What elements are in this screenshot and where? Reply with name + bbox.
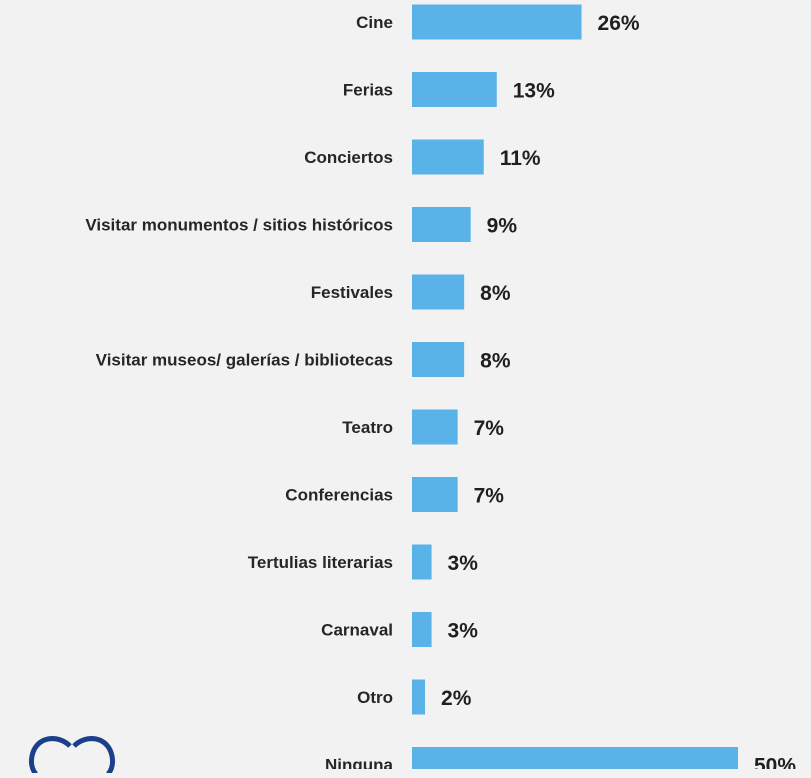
- value-label: 9%: [487, 215, 518, 238]
- category-label: Visitar museos/ galerías / bibliotecas: [96, 351, 393, 370]
- value-label: 26%: [598, 12, 640, 35]
- bar: [412, 139, 484, 175]
- bar: [412, 72, 497, 107]
- bar: [412, 679, 426, 715]
- bar: [412, 4, 582, 40]
- value-label: 8%: [480, 350, 511, 373]
- bar: [412, 544, 432, 580]
- value-label: 3%: [448, 552, 479, 575]
- category-label: Conferencias: [285, 486, 393, 505]
- value-label: 50%: [754, 755, 796, 770]
- category-label: Visitar monumentos / sitios históricos: [85, 216, 393, 235]
- category-label: Festivales: [311, 283, 393, 302]
- value-label: 7%: [474, 417, 505, 440]
- category-label: Teatro: [342, 418, 393, 437]
- value-label: 8%: [480, 282, 511, 305]
- bar: [412, 612, 432, 647]
- category-label: Carnaval: [321, 621, 393, 640]
- category-label: Cine: [356, 13, 393, 32]
- value-label: 2%: [441, 687, 472, 710]
- category-label: Conciertos: [304, 148, 393, 167]
- bar: [412, 274, 465, 310]
- value-label: 7%: [474, 485, 505, 508]
- bar: [412, 747, 738, 769]
- bar: [412, 477, 458, 512]
- organization-logo-icon: [22, 728, 122, 778]
- value-label: 3%: [448, 620, 479, 643]
- category-label: Otro: [357, 688, 393, 707]
- category-label: Ninguna: [325, 756, 394, 770]
- category-label: Tertulias literarias: [248, 553, 393, 572]
- bar: [412, 207, 471, 242]
- category-label: Ferias: [343, 81, 393, 100]
- bar: [412, 342, 465, 377]
- value-label: 13%: [513, 80, 555, 103]
- value-label: 11%: [500, 147, 541, 170]
- bar: [412, 409, 458, 445]
